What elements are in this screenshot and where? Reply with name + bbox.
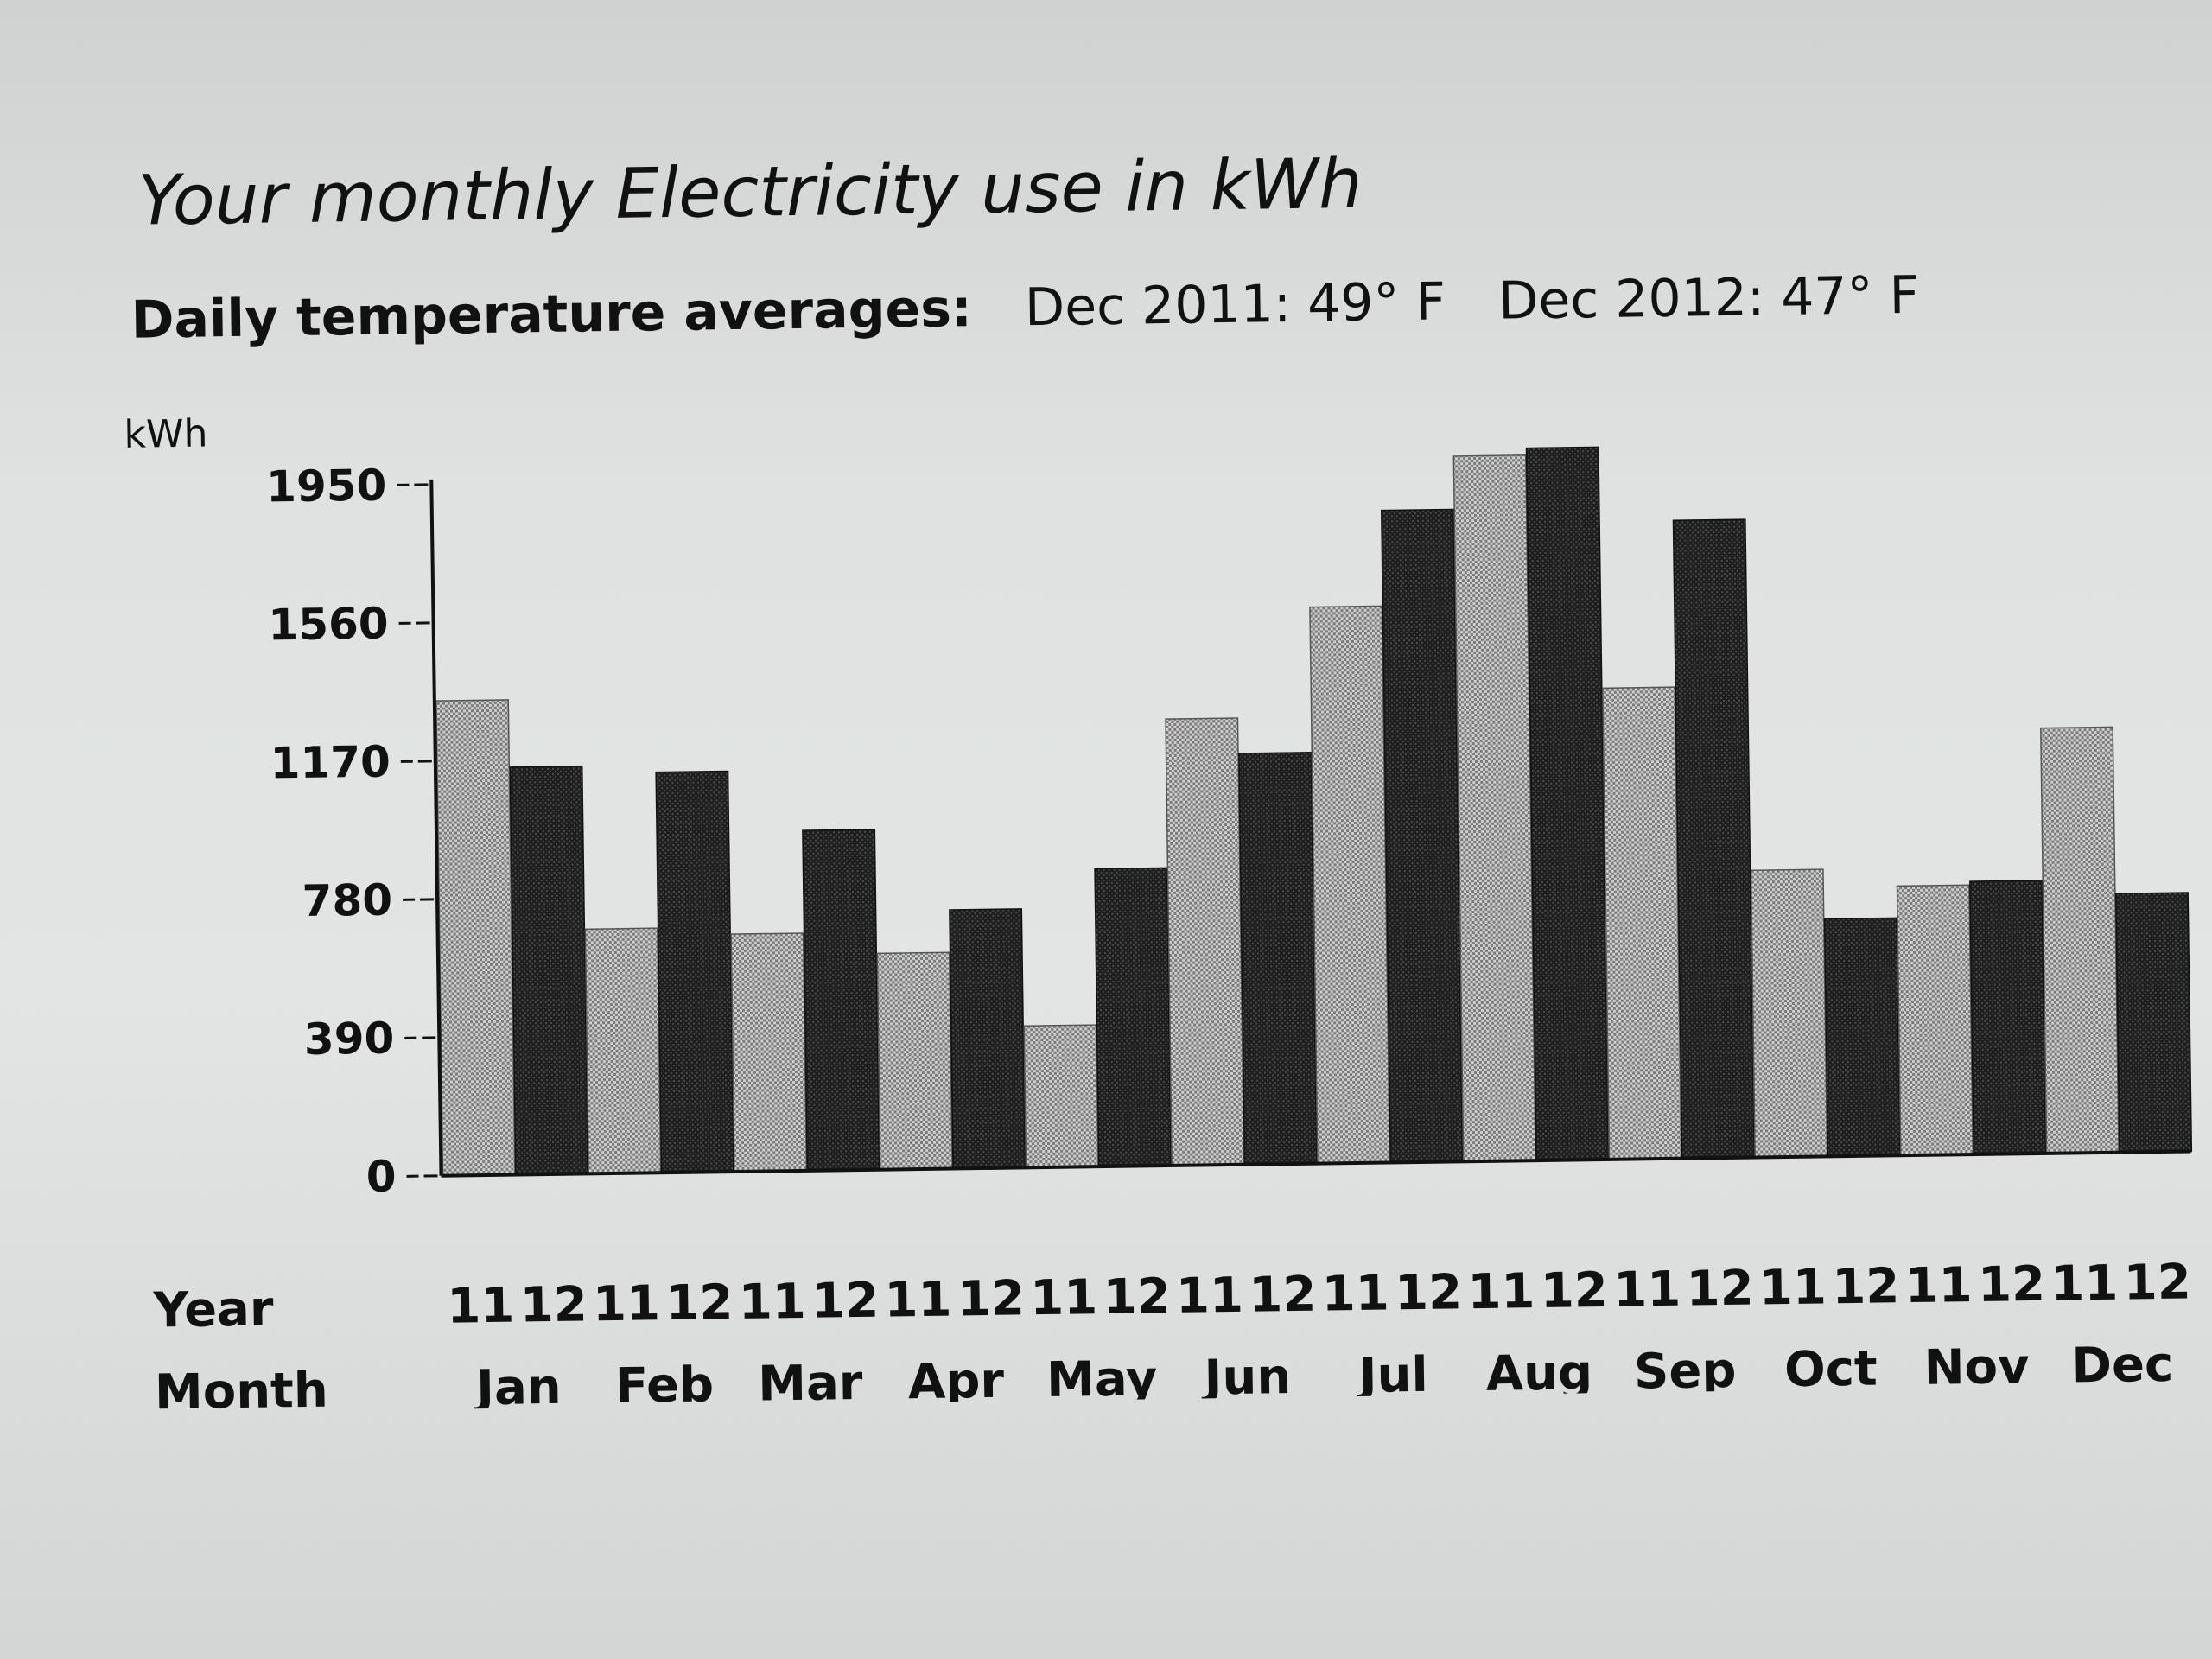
y-tick-label: 1170 (270, 737, 391, 789)
x-axis-line (441, 1149, 2191, 1178)
month-label-jun: Jun (1200, 1349, 1291, 1406)
year-label-jul-12: 12 (1395, 1264, 1463, 1321)
temperature-label: Daily temperature averages: (130, 278, 973, 351)
year-row-label: Year (152, 1281, 274, 1339)
month-row-label: Month (155, 1363, 329, 1414)
bar-jan-12 (509, 765, 589, 1176)
year-label-apr-11: 11 (884, 1272, 952, 1329)
bar-aug-12 (1525, 446, 1610, 1161)
year-label-aug-12: 12 (1540, 1262, 1608, 1319)
month-label-oct: Oct (1784, 1341, 1878, 1398)
bar-oct-12 (1823, 917, 1901, 1158)
y-tick-label: 0 (365, 1152, 397, 1202)
temperature-2011: Dec 2011: 49° F (1024, 271, 1446, 339)
bar-jun-12 (1238, 752, 1318, 1166)
bar-feb-11 (584, 927, 662, 1175)
bar-sep-12 (1672, 518, 1755, 1160)
bar-dec-12 (2114, 892, 2193, 1154)
year-label-jan-12: 12 (519, 1276, 588, 1333)
month-label-jul: Jul (1355, 1347, 1428, 1404)
year-label-jul-11: 11 (1321, 1265, 1389, 1322)
year-label-dec-12: 12 (2123, 1255, 2191, 1312)
month-label-dec: Dec (2071, 1337, 2174, 1395)
bar-sep-11 (1602, 686, 1682, 1160)
month-label-aug: Aug (1485, 1344, 1592, 1402)
year-label-nov-12: 12 (1978, 1256, 2046, 1313)
year-label-mar-12: 12 (811, 1273, 880, 1330)
temperature-line: Daily temperature averages: Dec 2011: 49… (130, 265, 1919, 351)
month-label-sep: Sep (1634, 1343, 1737, 1401)
bar-jul-11 (1309, 605, 1391, 1165)
chart-title: Your monthly Electricity use in kWh (137, 143, 1363, 241)
bar-mar-12 (802, 829, 880, 1172)
bar-aug-11 (1452, 454, 1536, 1163)
bar-may-12 (1094, 867, 1172, 1167)
year-label-may-12: 12 (1103, 1268, 1171, 1325)
bar-jul-12 (1381, 508, 1464, 1164)
month-label-may: May (1046, 1351, 1158, 1408)
year-label-may-11: 11 (1030, 1269, 1098, 1326)
year-label-oct-12: 12 (1832, 1258, 1900, 1315)
y-tick-label: 1560 (268, 599, 389, 651)
year-label-aug-11: 11 (1467, 1263, 1535, 1320)
bar-oct-11 (1750, 868, 1828, 1159)
y-tick-label: 780 (302, 875, 392, 926)
month-label-mar: Mar (758, 1355, 863, 1413)
year-label-dec-11: 11 (2050, 1255, 2119, 1313)
bar-jun-11 (1165, 717, 1245, 1166)
year-label-jun-11: 11 (1176, 1268, 1244, 1325)
month-label-apr: Apr (908, 1353, 1005, 1411)
year-label-sep-12: 12 (1686, 1261, 1754, 1318)
year-label-jan-11: 11 (447, 1278, 515, 1335)
bar-nov-12 (1969, 880, 2047, 1155)
temperature-2012: Dec 2012: 47° F (1497, 264, 1920, 332)
month-label-feb: Feb (615, 1357, 715, 1413)
year-label-feb-12: 12 (665, 1274, 734, 1332)
month-label-jan: Jan (473, 1359, 562, 1414)
bar-apr-12 (949, 908, 1027, 1170)
bar-apr-11 (876, 951, 953, 1171)
chart-area: 0 390 780 1170 1560 1950 Year Month 11 12 Jan 11 12… (133, 434, 2202, 1414)
y-axis: 0 390 780 1170 1560 1950 (266, 461, 2191, 1202)
year-label-nov-11: 11 (1904, 1257, 1973, 1314)
y-tick-label: 390 (304, 1014, 395, 1065)
bar-may-11 (1023, 1024, 1099, 1169)
year-label-jun-12: 12 (1249, 1267, 1317, 1324)
y-axis-unit: kWh (124, 411, 208, 457)
year-label-oct-11: 11 (1758, 1259, 1827, 1316)
year-label-sep-11: 11 (1613, 1262, 1681, 1319)
bar-feb-12 (655, 770, 734, 1173)
year-label-mar-11: 11 (738, 1274, 806, 1331)
bars-group (435, 446, 2193, 1177)
month-label-nov: Nov (1923, 1338, 2030, 1396)
bar-nov-11 (1896, 884, 1974, 1156)
bar-dec-11 (2040, 726, 2120, 1154)
y-tick-label: 1950 (266, 461, 387, 512)
year-label-apr-12: 12 (957, 1270, 1025, 1327)
bar-mar-11 (730, 932, 808, 1173)
year-label-feb-11: 11 (593, 1275, 661, 1332)
y-axis-line (429, 479, 443, 1176)
bar-jan-11 (435, 699, 516, 1177)
